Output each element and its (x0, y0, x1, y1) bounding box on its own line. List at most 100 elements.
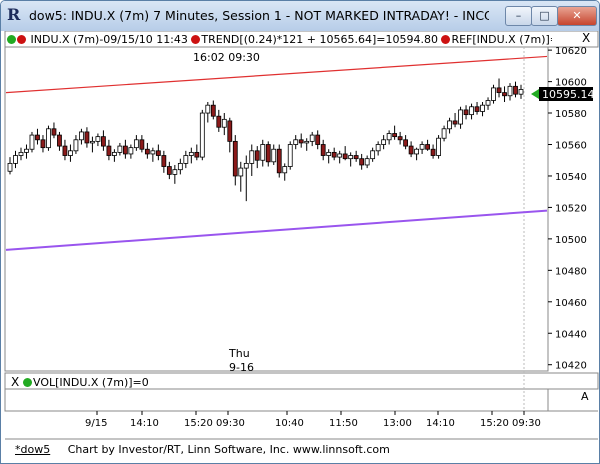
candle-body (480, 104, 485, 112)
candle-body (436, 137, 441, 156)
volume-plot-frame (4, 388, 549, 412)
y-tick-label: 10620 (555, 46, 587, 57)
app-logo-icon: R (7, 5, 21, 24)
candle-body (309, 134, 315, 142)
candle-body (458, 109, 463, 125)
green-dot-icon[interactable] (7, 35, 16, 44)
x-tick-label: 15:20 (480, 418, 509, 429)
volume-close-icon[interactable]: X (11, 375, 20, 389)
last-price-arrow-icon (531, 89, 539, 99)
candle-body (282, 166, 288, 174)
upper-trend-line (5, 55, 548, 94)
candle-body (84, 131, 90, 144)
trend-legend[interactable]: TREND[(0.24)*121 + 10565.64]=10594.80 (201, 33, 438, 46)
candle-body (304, 140, 310, 144)
candle-body (51, 128, 57, 136)
candle-body (35, 134, 40, 141)
day-name-annotation: Thu (228, 347, 250, 360)
candle-body (227, 120, 233, 142)
top-time-annotation: 16:02 09:30 (193, 51, 260, 64)
candle-body (441, 128, 447, 139)
y-tick-label: 10420 (555, 361, 587, 372)
ref-legend[interactable]: REF[INDU.X (7m)]=1129.2 (451, 33, 552, 46)
legend-frame (4, 31, 599, 48)
volume-legend[interactable]: VOL[INDU.X (7m)]=0 (23, 376, 149, 389)
candle-body (392, 133, 398, 138)
candle-body (73, 139, 79, 152)
candle-body (18, 151, 24, 156)
candle-body (40, 139, 46, 149)
candle-body (172, 169, 178, 175)
candle-body (469, 106, 474, 116)
candle-body (414, 148, 420, 155)
candle-body (122, 145, 128, 155)
candle-body (265, 144, 271, 163)
lower-trend-line (5, 209, 548, 251)
candle-body (243, 162, 249, 169)
candle-body (139, 139, 145, 150)
y-tick-label: 10560 (555, 141, 587, 152)
candle-body (199, 112, 205, 158)
x-tick-label: 14:10 (426, 418, 455, 429)
symbol-legend[interactable]: INDU.X (7m)-09/15/10 11:43 (30, 33, 188, 46)
candle-body (518, 89, 524, 95)
candle-body (419, 144, 425, 150)
candle-body (238, 167, 244, 177)
candle-body (106, 145, 112, 156)
volume-scale-icon[interactable]: A (581, 390, 589, 403)
candle-body (177, 162, 183, 171)
candle-body (24, 148, 29, 153)
candle-body (183, 155, 189, 164)
ref-dot-icon[interactable] (441, 35, 451, 44)
candle-body (249, 150, 255, 164)
y-tick-label: 10520 (555, 203, 587, 214)
title-bar[interactable]: R dow5: INDU.X (7m) 7 Minutes, Session 1… (1, 1, 599, 31)
x-tick-label: 13:00 (383, 418, 412, 429)
candle-body (133, 139, 139, 149)
x-axis: 9/15 14:10 15:20 09:30 10:40 11:50 13:00 14:10 1… (85, 411, 541, 429)
red-dot-icon[interactable] (17, 35, 26, 44)
candle-body (403, 139, 409, 147)
price-plot-frame (4, 46, 549, 372)
candle-body (46, 128, 51, 149)
minimize-button[interactable]: – (505, 6, 532, 26)
maximize-button[interactable]: □ (531, 6, 558, 26)
candle-body (287, 144, 293, 167)
candle-body (513, 85, 518, 95)
y-tick-label: 10500 (555, 235, 587, 246)
candle-body (57, 134, 62, 147)
candle-body (166, 166, 172, 175)
candle-body (128, 147, 134, 155)
y-tick-label: 10540 (555, 172, 587, 183)
candle-body (298, 139, 304, 144)
candle-body (188, 151, 194, 156)
candle-body (331, 151, 337, 158)
candle-body (150, 150, 156, 155)
candle-body (90, 140, 95, 144)
y-tick-label: 10460 (555, 298, 587, 309)
candle-body (276, 148, 282, 174)
x-tick-label: 09:30 (216, 418, 245, 429)
x-tick-label: 14:10 (130, 418, 159, 429)
x-tick-label: 15:20 (184, 418, 213, 429)
candle-body (348, 155, 354, 160)
candle-body (397, 136, 403, 141)
candles (7, 78, 524, 202)
volume-dot-icon[interactable] (23, 378, 32, 387)
candle-body (101, 136, 106, 147)
chart-tab[interactable]: *dow5 (15, 443, 51, 456)
x-tick-label: 11:50 (329, 418, 358, 429)
candle-body (463, 109, 469, 116)
close-button[interactable]: ✕ (557, 6, 597, 26)
candle-body (491, 87, 496, 101)
candle-body (271, 148, 277, 163)
candle-body (144, 148, 150, 155)
y-tick-label: 10600 (555, 78, 587, 89)
legend-close-icon[interactable]: X (582, 31, 591, 45)
candle-body (370, 150, 376, 160)
credit-text: Chart by Investor/RT, Linn Software, Inc… (67, 443, 390, 456)
price-chart[interactable]: 10620 10600 10580 10560 10540 10520 10500 10480… (1, 31, 599, 463)
candle-body (496, 87, 502, 94)
last-price-marker: 10595.14 (531, 87, 595, 101)
trend-dot-icon[interactable] (191, 35, 201, 44)
